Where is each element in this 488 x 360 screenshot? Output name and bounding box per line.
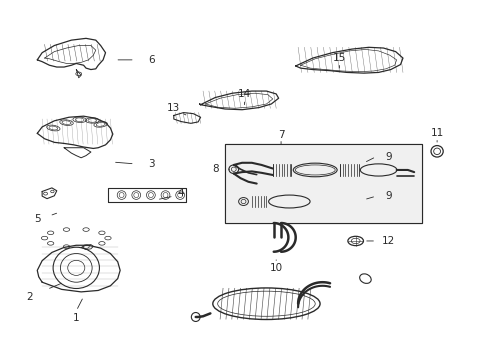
Bar [224,144,422,223]
Text: 7: 7 [277,130,284,140]
Text: 9: 9 [384,152,391,162]
Text: 2: 2 [26,292,33,302]
Text: 8: 8 [211,164,218,174]
Text: 15: 15 [332,53,346,63]
Text: 11: 11 [429,129,443,138]
Text: 6: 6 [148,55,155,65]
Text: 10: 10 [269,263,282,273]
Text: 4: 4 [178,188,184,198]
Text: 3: 3 [148,159,155,169]
Text: 14: 14 [237,89,251,99]
Text: 1: 1 [73,313,80,323]
Bar [224,144,422,223]
Text: 5: 5 [34,215,41,224]
Text: 13: 13 [167,103,180,113]
Text: 9: 9 [384,191,391,201]
Text: 12: 12 [381,236,394,246]
